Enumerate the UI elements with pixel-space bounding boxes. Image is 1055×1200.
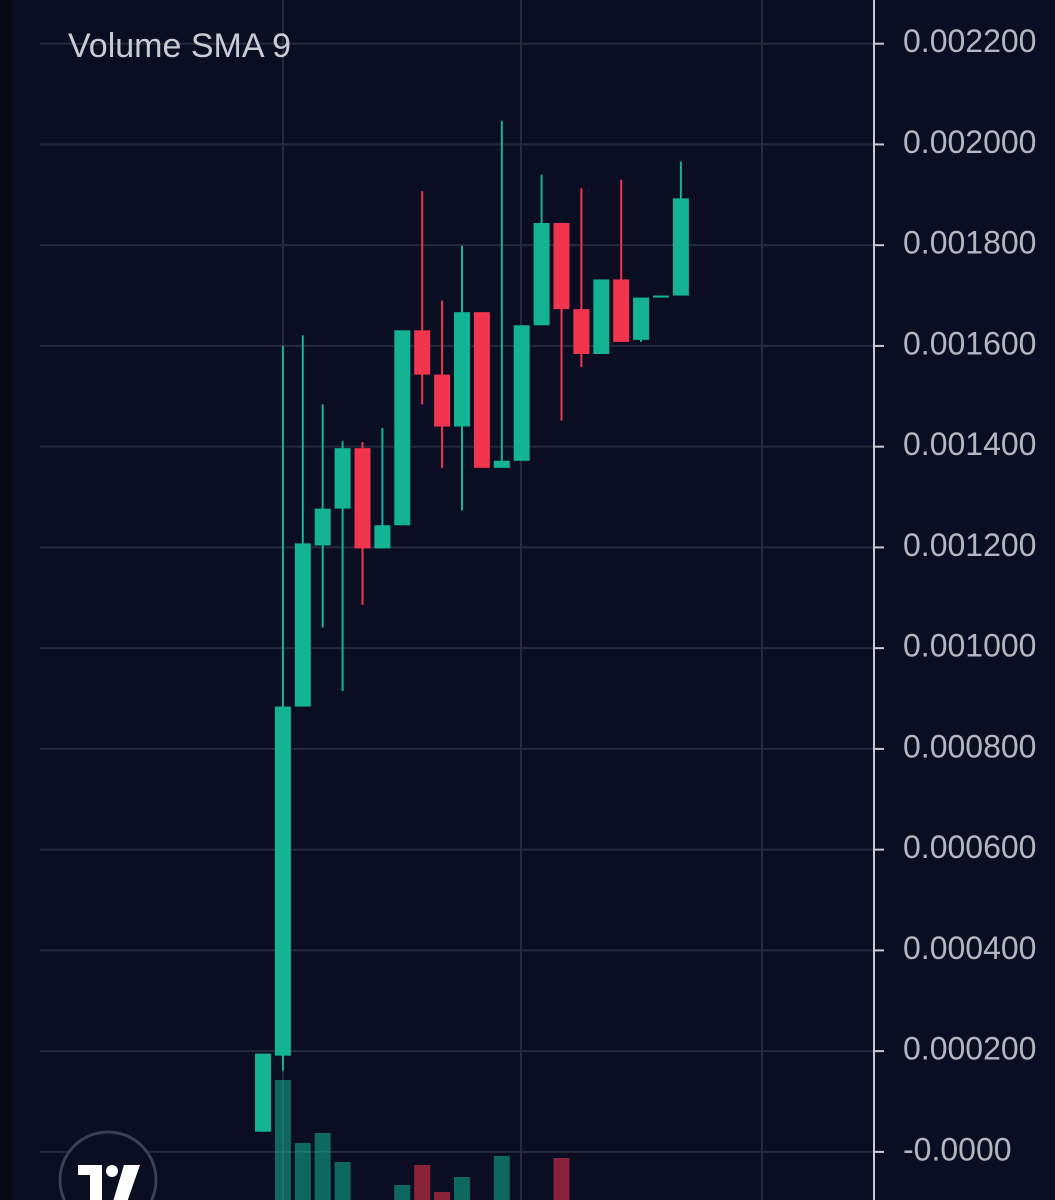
y-tick-label: 0.001000 [903, 628, 1036, 664]
y-tick-label: 0.002000 [903, 124, 1036, 160]
volume-bar [334, 1162, 351, 1200]
candle-body [255, 1053, 271, 1132]
candle-body [454, 312, 470, 427]
candle-body [593, 279, 610, 354]
candle-body [314, 508, 331, 546]
y-tick-label: 0.002200 [903, 23, 1036, 59]
volume-bar [274, 1080, 291, 1200]
candle-body [633, 297, 650, 340]
logo[interactable] [58, 1130, 158, 1200]
candle-body [653, 295, 669, 298]
volume-bar [553, 1158, 570, 1200]
left-edge [0, 0, 12, 1200]
y-tick-label: 0.000800 [903, 728, 1036, 764]
candle-body [354, 448, 371, 549]
volume-bar [414, 1165, 431, 1200]
y-tick-label: 0.001400 [903, 426, 1036, 462]
candles [255, 120, 689, 1132]
candle-body [553, 223, 570, 310]
candle-body [414, 330, 431, 375]
grid [40, 42, 874, 1153]
candle-body [533, 223, 550, 326]
volume-bar [294, 1143, 311, 1200]
logo-mark [113, 1165, 140, 1200]
y-tick-label: 0.001200 [903, 527, 1036, 563]
y-tick-label: -0.0000 [903, 1131, 1012, 1167]
candle-body [434, 374, 451, 427]
volume-bars [274, 1080, 570, 1200]
candle-body [573, 309, 590, 354]
candle-body [294, 543, 311, 707]
volume-bar [434, 1192, 451, 1200]
chart-title: Volume SMA 9 [68, 27, 291, 65]
y-tick-label: 0.001800 [903, 225, 1036, 261]
candle-body [394, 330, 411, 526]
candle-body [613, 279, 630, 342]
candle-body [374, 525, 391, 549]
candle-body [334, 448, 351, 509]
volume-bar [454, 1177, 470, 1200]
y-tick-label: 0.000600 [903, 829, 1036, 865]
axis-panel [874, 0, 1055, 1200]
candle-body [513, 325, 530, 461]
volume-bar [394, 1185, 411, 1200]
volume-bar [493, 1156, 510, 1200]
logo-mark [106, 1165, 118, 1177]
y-tick-label: 0.001600 [903, 325, 1036, 361]
y-tick-label: 0.000400 [903, 930, 1036, 966]
candle-body [473, 312, 490, 468]
volume-bar [314, 1133, 331, 1200]
candle-body [274, 706, 291, 1056]
candle-body [672, 198, 689, 296]
candle-body [493, 460, 510, 468]
logo-mark [90, 1165, 102, 1200]
y-axis: 0.002200 0.002000 0.001800 0.001600 0.001400… [874, 23, 1036, 1167]
y-tick-label: 0.000200 [903, 1031, 1036, 1067]
